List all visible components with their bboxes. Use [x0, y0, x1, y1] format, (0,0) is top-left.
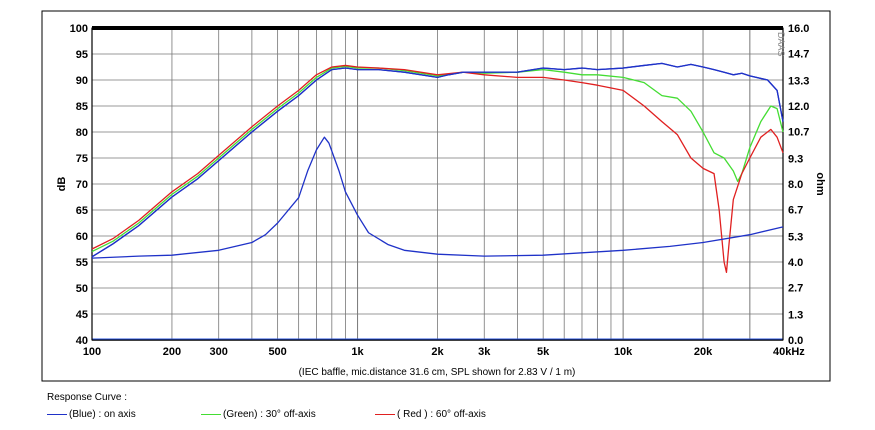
x-tick-label: 5k — [537, 346, 550, 358]
y-tick-label-left: 90 — [76, 75, 88, 87]
series-line-impedance — [91, 136, 784, 259]
y-tick-label-left: 40 — [76, 335, 88, 347]
y-tick-label-right: 6.7 — [788, 204, 803, 216]
y-tick-label-left: 95 — [76, 49, 88, 61]
chart-caption: (IEC baffle, mic.distance 31.6 cm, SPL s… — [299, 367, 576, 378]
legend-item-red: ( Red ) : 60° off-axis — [375, 409, 486, 420]
y-tick-label-right: 4.0 — [788, 257, 803, 269]
y-tick-label-right: 14.7 — [788, 48, 809, 60]
series-line-green — [91, 65, 784, 253]
y-tick-label-left: 50 — [76, 283, 88, 295]
y-tick-label-left: 70 — [76, 179, 88, 191]
legend-label-red: ( Red ) : 60° off-axis — [397, 409, 486, 420]
series-line-red — [91, 64, 784, 274]
y-tick-label-left: 75 — [76, 153, 88, 165]
y-tick-label-left: 55 — [76, 257, 88, 269]
legend-label-blue: (Blue) : on axis — [69, 409, 136, 420]
y-axis-right-label: ohm — [814, 172, 826, 195]
series-line-blue-overlay — [91, 62, 784, 258]
y-tick-label-left: 65 — [76, 205, 88, 217]
x-tick-label: 100 — [83, 346, 101, 358]
x-tick-label: 1k — [351, 346, 364, 358]
y-tick-label-right: 5.3 — [788, 232, 803, 244]
legend-title: Response Curve : — [47, 392, 128, 403]
y-tick-label-left: 100 — [70, 23, 88, 35]
x-tick-label: 20k — [694, 346, 713, 358]
x-tick-label: 200 — [163, 346, 181, 358]
legend-item-blue: (Blue) : on axis — [47, 409, 136, 420]
y-tick-label-right: 9.3 — [788, 154, 803, 166]
x-tick-label: 300 — [210, 346, 228, 358]
x-tick-label: 3k — [478, 346, 491, 358]
watermark-text: DAAS — [776, 32, 786, 57]
y-tick-label-right: 0.0 — [788, 335, 803, 347]
y-tick-label-right: 10.7 — [788, 126, 809, 138]
y-tick-label-left: 85 — [76, 101, 88, 113]
y-tick-label-right: 1.3 — [788, 310, 803, 322]
legend-label-green: (Green) : 30° off-axis — [223, 409, 316, 420]
x-tick-label: 40kHz — [773, 346, 805, 358]
y-axis-left-label: dB — [56, 177, 68, 192]
x-tick-label: 500 — [268, 346, 286, 358]
y-tick-label-right: 2.7 — [788, 282, 803, 294]
y-tick-label-right: 13.3 — [788, 76, 809, 88]
y-tick-label-left: 45 — [76, 309, 88, 321]
series-layer — [91, 62, 784, 274]
y-tick-label-left: 80 — [76, 127, 88, 139]
legend-swatch-green — [201, 414, 221, 415]
y-tick-label-right: 12.0 — [788, 101, 809, 113]
axes: 40 45 50 55 60 65 70 75 80 85 90 95 100 0.0 1.3 2.7 4.0 5… — [70, 23, 810, 358]
y-tick-label-right: 8.0 — [788, 179, 803, 191]
x-tick-label: 2k — [431, 346, 444, 358]
legend-swatch-blue — [47, 414, 67, 415]
y-tick-label-left: 60 — [76, 231, 88, 243]
y-tick-label-right: 16.0 — [788, 23, 809, 35]
legend-swatch-red — [375, 414, 395, 415]
x-tick-label: 10k — [614, 346, 633, 358]
legend-item-green: (Green) : 30° off-axis — [201, 409, 316, 420]
